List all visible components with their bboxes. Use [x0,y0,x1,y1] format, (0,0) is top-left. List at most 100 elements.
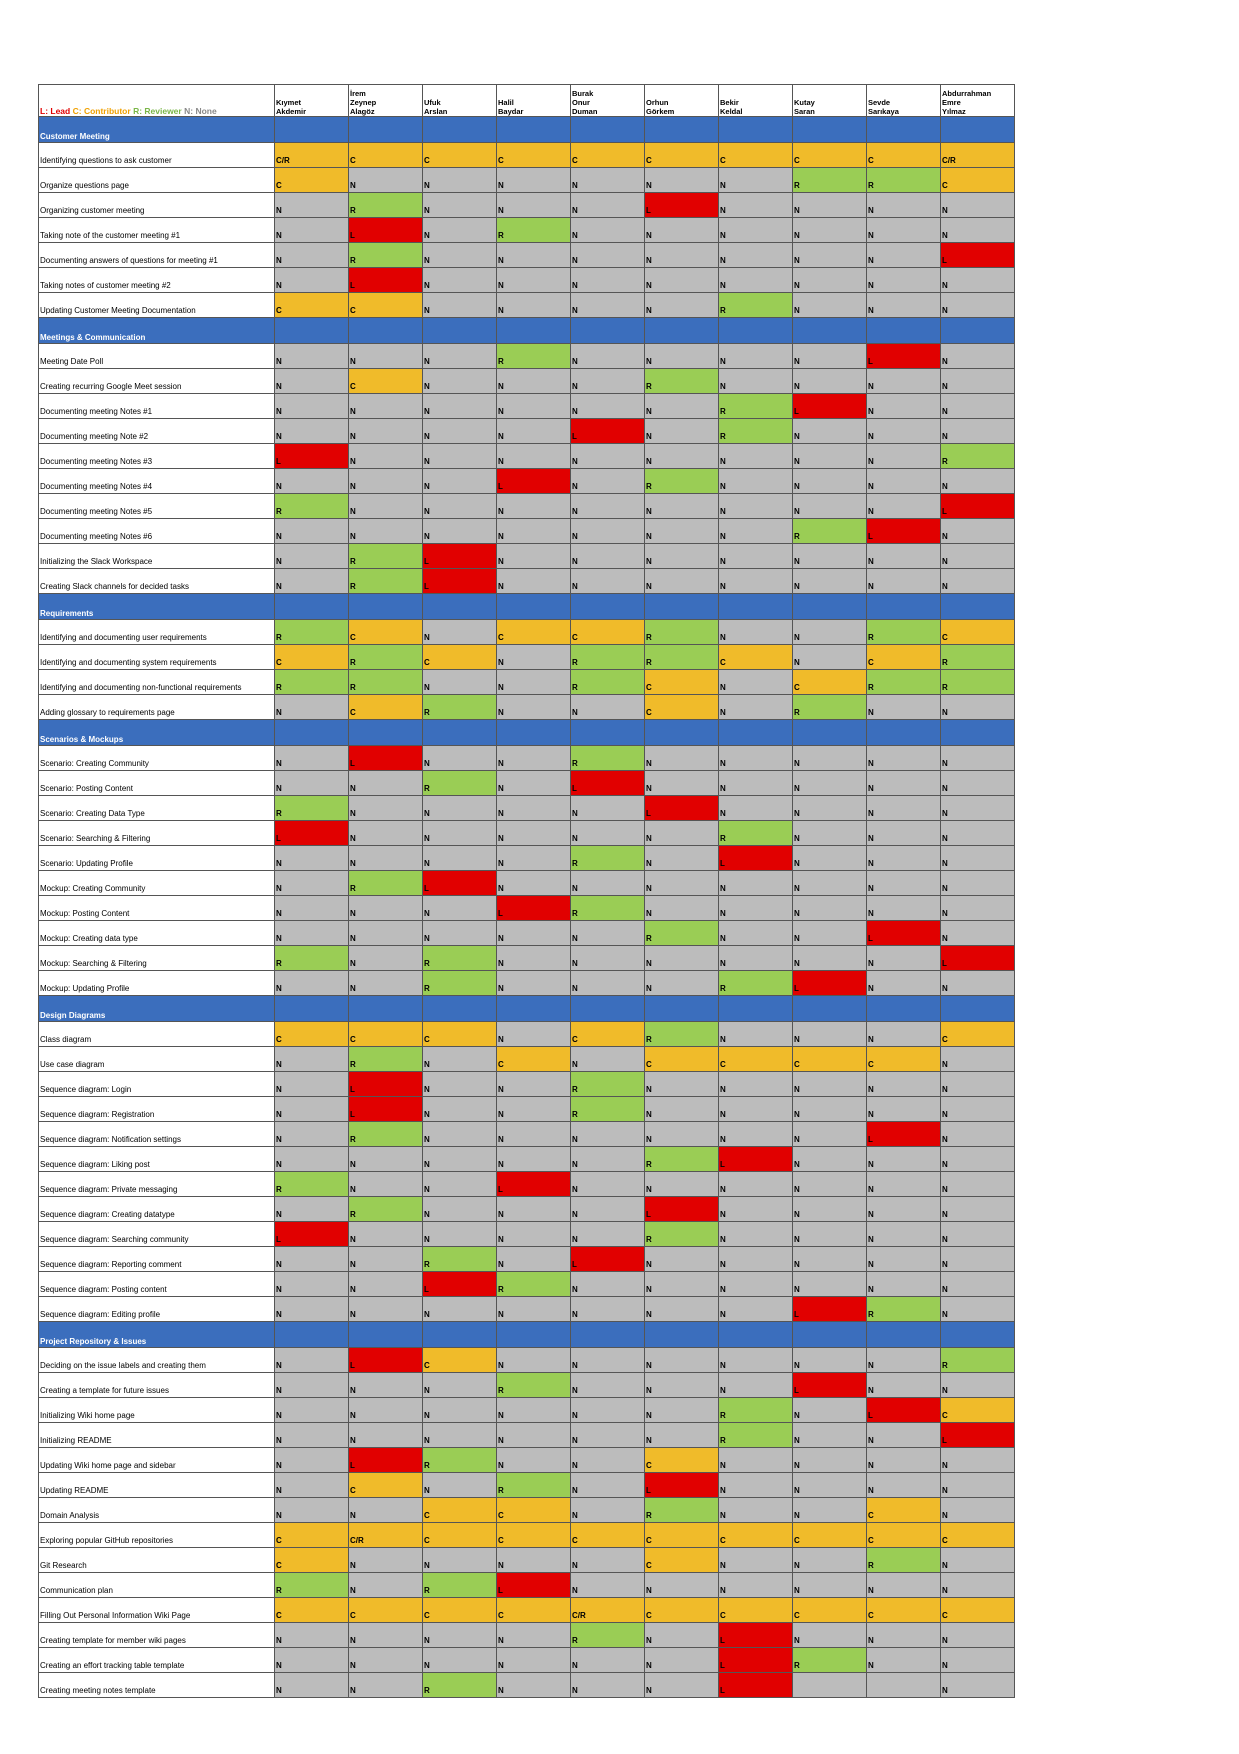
role-cell: N [274,1672,349,1698]
role-cell: N [570,1447,645,1473]
role-cell: L [866,920,941,946]
task-name: Updating README [38,1472,275,1498]
role-cell: N [644,443,719,469]
role-cell: N [792,242,867,268]
role-cell: N [866,418,941,444]
section-band-cell [940,719,1015,746]
role-cell: N [496,795,571,821]
role-cell: C [570,1021,645,1047]
role-cell: N [644,1572,719,1598]
role-cell: N [792,1271,867,1297]
role-cell: R [348,644,423,670]
member-header: Kıymet Akdemir [274,84,349,117]
task-name: Scenario: Posting Content [38,770,275,796]
task-row: Communication plan R N R L N N N N N N [38,1572,1015,1598]
role-cell: L [348,1096,423,1122]
role-cell: N [496,970,571,996]
role-cell: N [570,393,645,419]
role-cell: N [496,518,571,544]
role-cell: R [866,619,941,645]
role-cell: N [940,694,1015,720]
role-cell: R [422,1572,497,1598]
role-cell: N [570,1347,645,1373]
role-cell: N [422,845,497,871]
task-row: Identifying and documenting non-function… [38,669,1015,695]
role-cell: N [940,192,1015,218]
role-cell: N [718,543,793,569]
role-cell: N [570,1372,645,1398]
role-cell: N [792,192,867,218]
role-cell: N [274,845,349,871]
role-cell: C [496,1046,571,1072]
role-cell: N [792,1071,867,1097]
role-cell: N [422,1196,497,1222]
role-cell: N [718,1347,793,1373]
role-cell: C [348,292,423,318]
section-band-cell [866,719,941,746]
role-cell: N [940,795,1015,821]
role-cell: N [570,518,645,544]
section-band-cell [348,1321,423,1348]
role-cell: N [718,1372,793,1398]
role-cell: N [274,192,349,218]
matrix-body: Customer Meeting Identifying questions to… [38,116,1015,1698]
role-cell: N [274,1296,349,1322]
member-header: Halil Baydar [496,84,571,117]
role-cell: R [644,644,719,670]
role-cell: N [496,1021,571,1047]
role-cell: N [570,217,645,243]
task-name: Identifying questions to ask customer [38,142,275,168]
task-row: Sequence diagram: Creating datatype N R N N N… [38,1196,1015,1222]
role-cell: L [348,217,423,243]
role-cell: N [348,1246,423,1272]
section-band-cell [866,995,941,1022]
role-cell: R [422,945,497,971]
role-cell: N [570,1422,645,1448]
task-row: Mockup: Creating data type N N N N N R N N L N [38,920,1015,946]
task-name: Deciding on the issue labels and creatin… [38,1347,275,1373]
section-band-cell [348,317,423,344]
role-cell: N [496,1221,571,1247]
task-name: Adding glossary to requirements page [38,694,275,720]
role-cell: C/R [940,142,1015,168]
role-cell: N [496,644,571,670]
section-band-cell [644,317,719,344]
role-cell: N [274,1647,349,1673]
role-cell: N [792,543,867,569]
role-cell: N [644,267,719,293]
role-cell: N [422,468,497,494]
role-cell: N [718,870,793,896]
role-cell: N [570,1046,645,1072]
role-cell: N [940,1472,1015,1498]
role-cell: N [718,368,793,394]
role-cell: N [792,468,867,494]
section-title: Project Repository & Issues [38,1321,275,1348]
role-cell: L [866,1397,941,1423]
task-name: Documenting meeting Notes #6 [38,518,275,544]
role-cell: N [496,543,571,569]
role-cell: N [940,920,1015,946]
role-cell: R [940,669,1015,695]
role-cell: N [940,1171,1015,1197]
role-cell: N [718,619,793,645]
role-cell: N [348,1547,423,1573]
role-cell: N [644,745,719,771]
role-cell: C [348,142,423,168]
task-row: Organize questions page C N N N N N N R R C [38,167,1015,193]
task-row: Organizing customer meeting N R N N N L N N N N [38,192,1015,218]
task-name: Communication plan [38,1572,275,1598]
role-cell: L [422,870,497,896]
role-cell: R [570,1096,645,1122]
role-cell: N [718,1271,793,1297]
role-cell: C [718,1046,793,1072]
role-cell: N [496,1397,571,1423]
role-cell: N [422,267,497,293]
role-cell: N [348,1271,423,1297]
task-name: Sequence diagram: Login [38,1071,275,1097]
role-cell: N [792,1021,867,1047]
role-cell: N [348,1497,423,1523]
role-cell: N [570,820,645,846]
role-cell: N [940,1146,1015,1172]
role-cell: N [570,443,645,469]
task-name: Scenario: Creating Community [38,745,275,771]
